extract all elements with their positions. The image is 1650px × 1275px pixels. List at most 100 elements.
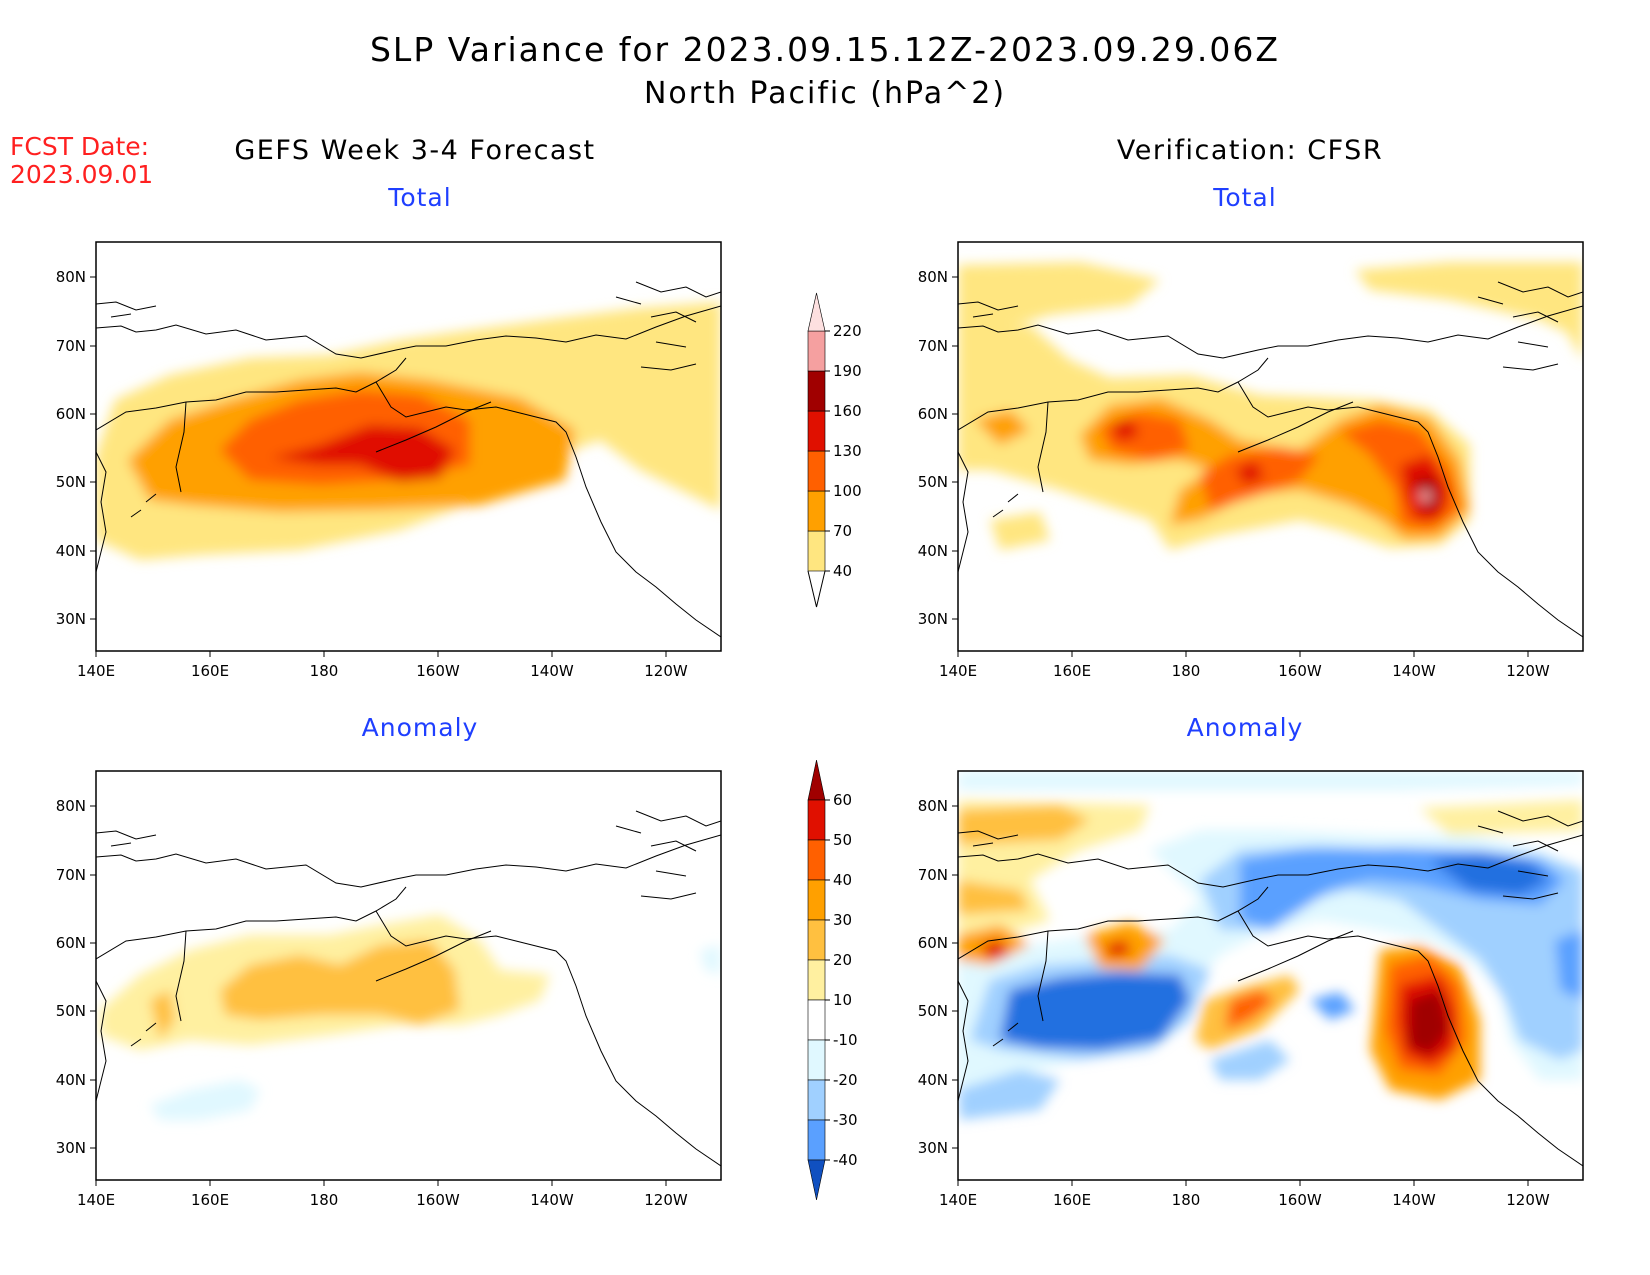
- forecast-date-label: FCST Date:: [10, 132, 150, 161]
- lat-label: 40N: [56, 542, 86, 560]
- colorbar-anomaly: 60 50 40 30 20 10 -10 -20 -30 -40: [807, 759, 858, 1201]
- colorbar-anomaly-label: 20: [833, 951, 852, 969]
- lon-label: 180: [1172, 1191, 1201, 1209]
- map-verification-anomaly: [958, 771, 1583, 1167]
- left-column-title: GEFS Week 3-4 Forecast: [234, 135, 596, 166]
- lon-label: 120W: [644, 662, 688, 680]
- lat-label: 30N: [56, 610, 86, 628]
- colorbar-total-swatch: [807, 530, 826, 572]
- lon-label: 140W: [1392, 1191, 1436, 1209]
- lat-label: 30N: [56, 1139, 86, 1157]
- lon-label: 160E: [191, 662, 229, 680]
- panel-title-verification-total: Total: [1213, 183, 1277, 212]
- lat-label: 70N: [56, 337, 86, 355]
- panel-title-forecast-total: Total: [388, 183, 452, 212]
- lon-label: 120W: [1506, 662, 1550, 680]
- colorbar-total-swatch: [807, 370, 826, 412]
- colorbar-total-swatch: [807, 410, 826, 452]
- lon-label: 120W: [1506, 1191, 1550, 1209]
- lat-label: 60N: [56, 934, 86, 952]
- colorbar-total-label: 70: [833, 522, 852, 540]
- lat-label: 40N: [918, 542, 948, 560]
- colorbar-total-label: 40: [833, 562, 852, 580]
- lon-label: 140W: [1392, 662, 1436, 680]
- map-verification-total: [958, 262, 1583, 638]
- lon-label: 180: [1172, 662, 1201, 680]
- colorbar-anomaly-label: 30: [833, 911, 852, 929]
- lon-label: 140E: [77, 662, 115, 680]
- colorbar-total-label: 160: [833, 402, 862, 420]
- lat-label: 80N: [918, 268, 948, 286]
- colorbar-anomaly-swatch: [807, 919, 826, 961]
- figure-subtitle: North Pacific (hPa^2): [643, 76, 1007, 111]
- lat-label: 50N: [918, 473, 948, 491]
- map-forecast-anomaly: [96, 810, 721, 1167]
- colorbar-anomaly-label: 40: [833, 871, 852, 889]
- colorbar-anomaly-label: -10: [833, 1031, 858, 1049]
- lat-label: 30N: [918, 1139, 948, 1157]
- lon-label: 160W: [416, 662, 460, 680]
- lat-label: 30N: [918, 610, 948, 628]
- colorbar-anomaly-swatch: [807, 999, 826, 1041]
- colorbar-total-label: 190: [833, 362, 862, 380]
- colorbar-anomaly-swatch: [807, 1079, 826, 1121]
- lon-label: 140E: [939, 1191, 977, 1209]
- colorbar-anomaly-label: -20: [833, 1071, 858, 1089]
- lat-label: 60N: [918, 405, 948, 423]
- lat-label: 40N: [56, 1071, 86, 1089]
- lon-label: 160E: [1053, 662, 1091, 680]
- lon-label: 140E: [77, 1191, 115, 1209]
- colorbar-anomaly-swatch: [807, 1119, 826, 1161]
- map-forecast-total: [96, 281, 721, 638]
- lon-label: 160W: [1278, 1191, 1322, 1209]
- lon-label: 160E: [191, 1191, 229, 1209]
- colorbar-anomaly-upper-end: [807, 759, 826, 801]
- colorbar-anomaly-label: 10: [833, 991, 852, 1009]
- colorbar-anomaly-lower-end: [807, 1159, 826, 1201]
- lat-label: 50N: [918, 1002, 948, 1020]
- lat-label: 60N: [918, 934, 948, 952]
- lon-label: 140W: [530, 662, 574, 680]
- lon-label: 120W: [644, 1191, 688, 1209]
- lon-label: 140W: [530, 1191, 574, 1209]
- colorbar-anomaly-label: -30: [833, 1111, 858, 1129]
- colorbar-anomaly-swatch: [807, 879, 826, 921]
- colorbar-total-swatch: [807, 450, 826, 492]
- colorbar-anomaly-swatch: [807, 959, 826, 1001]
- colorbar-total-label: 100: [833, 482, 862, 500]
- figure-title: SLP Variance for 2023.09.15.12Z-2023.09.…: [369, 30, 1281, 69]
- lat-label: 80N: [56, 268, 86, 286]
- colorbar-total: 40 70 100 130 160 190 220: [807, 292, 862, 608]
- lat-label: 70N: [56, 866, 86, 884]
- lat-label: 50N: [56, 473, 86, 491]
- colorbar-total-swatch: [807, 490, 826, 532]
- lat-label: 70N: [918, 337, 948, 355]
- colorbar-anomaly-label: 50: [833, 831, 852, 849]
- colorbar-total-upper-end: [807, 292, 826, 332]
- colorbar-total-label: 220: [833, 322, 862, 340]
- colorbar-anomaly-swatch: [807, 839, 826, 881]
- right-column-title: Verification: CFSR: [1116, 135, 1384, 166]
- lon-label: 180: [310, 1191, 339, 1209]
- lat-label: 80N: [918, 797, 948, 815]
- lon-label: 160W: [416, 1191, 460, 1209]
- lon-label: 160W: [1278, 662, 1322, 680]
- forecast-date-value: 2023.09.01: [10, 160, 154, 189]
- colorbar-total-label: 130: [833, 442, 862, 460]
- colorbar-total-swatch: [807, 330, 826, 372]
- lon-label: 180: [310, 662, 339, 680]
- lon-label: 160E: [1053, 1191, 1091, 1209]
- lat-label: 40N: [918, 1071, 948, 1089]
- lon-label: 140E: [939, 662, 977, 680]
- panel-title-forecast-anomaly: Anomaly: [361, 713, 479, 742]
- lat-label: 50N: [56, 1002, 86, 1020]
- colorbar-anomaly-swatch: [807, 799, 826, 841]
- lat-label: 80N: [56, 797, 86, 815]
- lat-label: 70N: [918, 866, 948, 884]
- panel-title-verification-anomaly: Anomaly: [1186, 713, 1304, 742]
- colorbar-anomaly-swatch: [807, 1039, 826, 1081]
- colorbar-anomaly-label: 60: [833, 791, 852, 809]
- colorbar-anomaly-label: -40: [833, 1151, 858, 1169]
- colorbar-total-lower-end: [807, 570, 826, 608]
